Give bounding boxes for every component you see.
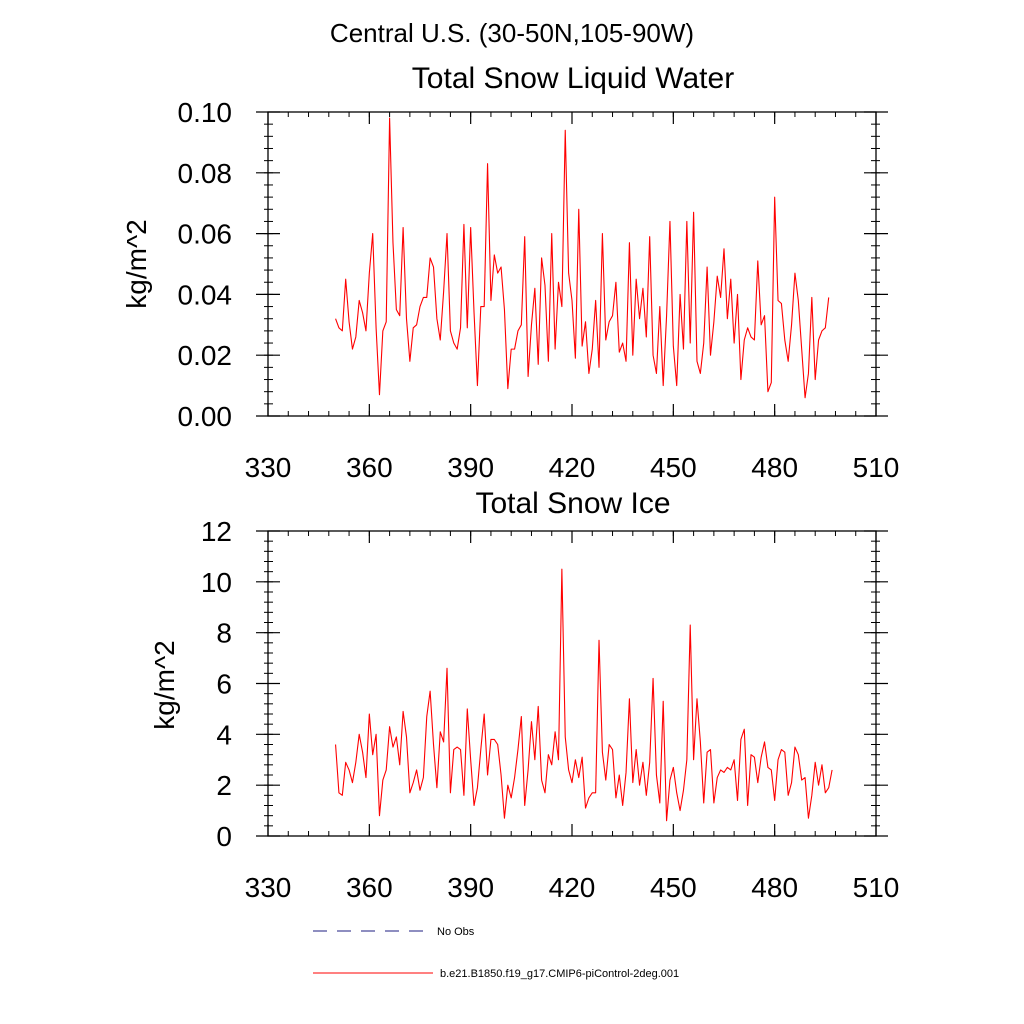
series-line-model bbox=[335, 117, 830, 399]
x-tick-label: 480 bbox=[751, 452, 798, 483]
y-tick-label: 0.02 bbox=[178, 340, 233, 371]
x-tick-label: 330 bbox=[245, 872, 292, 903]
y-tick-label: 0.06 bbox=[178, 219, 233, 250]
y-tick-label: 8 bbox=[216, 618, 232, 649]
legend-no-obs-label: No Obs bbox=[437, 926, 475, 938]
chart-panel-snow-ice: Total Snow Ice kg/m^2 330 360 390 420 450 480… bbox=[149, 487, 899, 903]
series-line-model bbox=[335, 568, 833, 822]
legend-model-label: b.e21.B1850.f19_g17.CMIP6-piControl-2deg… bbox=[440, 968, 679, 980]
y-tick-label: 0.00 bbox=[178, 401, 233, 432]
region-title: Central U.S. (30-50N,105-90W) bbox=[330, 18, 694, 48]
x-tick-label: 360 bbox=[346, 872, 393, 903]
x-tick-label: 330 bbox=[245, 452, 292, 483]
panel-title: Total Snow Liquid Water bbox=[412, 62, 734, 95]
x-tick-label: 390 bbox=[447, 872, 494, 903]
x-tick-label: 420 bbox=[549, 872, 596, 903]
x-tick-label: 420 bbox=[549, 452, 596, 483]
x-tick-label: 480 bbox=[751, 872, 798, 903]
y-tick-label: 2 bbox=[216, 770, 232, 801]
y-tick-label: 10 bbox=[201, 567, 232, 598]
y-tick-label: 0.04 bbox=[178, 279, 233, 310]
x-tick-label: 510 bbox=[853, 872, 900, 903]
y-axis-label: kg/m^2 bbox=[121, 219, 152, 308]
x-tick-label: 450 bbox=[650, 872, 697, 903]
panel-title: Total Snow Ice bbox=[475, 487, 670, 520]
y-axis-label: kg/m^2 bbox=[149, 640, 180, 729]
x-tick-label: 510 bbox=[853, 452, 900, 483]
y-tick-label: 0.08 bbox=[178, 158, 233, 189]
x-tick-label: 450 bbox=[650, 452, 697, 483]
chart-panel-snow-liquid-water: Total Snow Liquid Water kg/m^2 330 360 390… bbox=[121, 62, 899, 483]
legend: No Obs b.e21.B1850.f19_g17.CMIP6-piContr… bbox=[313, 926, 679, 980]
plot-frame bbox=[267, 530, 877, 837]
plot-frame bbox=[267, 111, 877, 417]
y-tick-label: 4 bbox=[216, 719, 232, 750]
x-tick-label: 360 bbox=[346, 452, 393, 483]
x-tick-label: 390 bbox=[447, 452, 494, 483]
y-tick-label: 12 bbox=[201, 516, 232, 547]
y-tick-label: 0.10 bbox=[178, 97, 233, 128]
y-tick-label: 6 bbox=[216, 669, 232, 700]
y-tick-label: 0 bbox=[216, 821, 232, 852]
